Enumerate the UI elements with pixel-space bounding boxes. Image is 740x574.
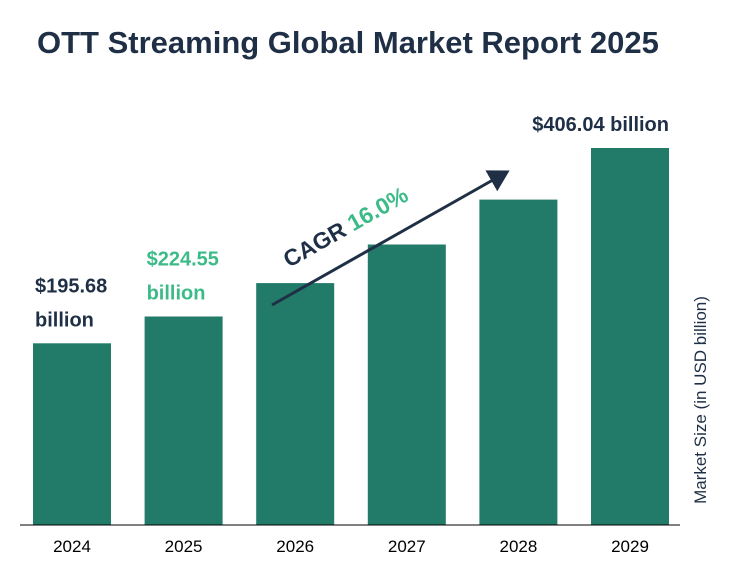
x-tick-label: 2027 (388, 537, 426, 556)
value-label-2024: billion (35, 309, 94, 331)
x-tick-label: 2025 (165, 537, 203, 556)
bar-2024 (33, 343, 111, 525)
cagr-value: 16.0% (343, 181, 413, 236)
value-label-2025: $224.55 (147, 249, 219, 271)
cagr-label: CAGR (279, 216, 351, 272)
x-tick-label: 2024 (53, 537, 91, 556)
cagr-arrow (271, 170, 510, 307)
bar-2027 (367, 244, 446, 525)
bar-2028 (479, 199, 558, 525)
value-labels-group: $195.68 billion $224.55 billion $406.04 bill… (35, 114, 669, 331)
x-tick-label: 2026 (276, 537, 314, 556)
bar-2025 (144, 316, 223, 525)
x-tick-labels-group: 2024 2025 2026 2027 2028 2029 (53, 537, 649, 556)
value-label-2025: billion (147, 283, 206, 305)
chart-title: OTT Streaming Global Market Report 2025 (37, 25, 659, 60)
bar-2029 (591, 148, 669, 525)
bars-group (33, 148, 669, 525)
bar-2026 (256, 283, 335, 525)
y-axis-label: Market Size (in USD billion) (691, 296, 710, 504)
value-label-2024: $195.68 (35, 275, 107, 297)
value-label-2029: $406.04 billion (532, 114, 669, 136)
x-tick-label: 2029 (611, 537, 649, 556)
x-tick-label: 2028 (499, 537, 537, 556)
